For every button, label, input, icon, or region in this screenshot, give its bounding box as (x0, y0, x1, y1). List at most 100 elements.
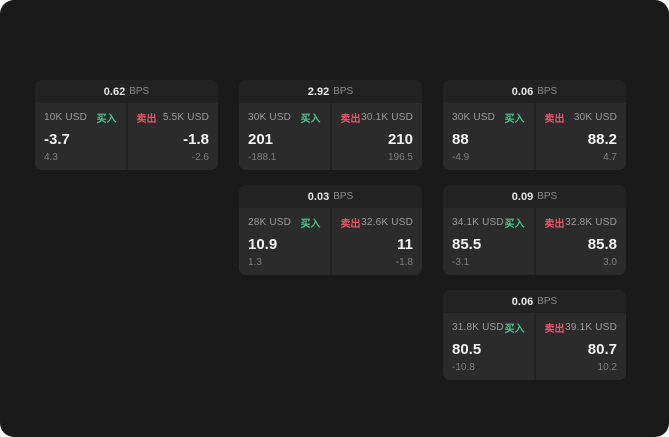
sell-price: 88.2 (587, 130, 617, 148)
quote-card-3: 0.03 BPS 28K USD 买入 10.9 1.3 卖出 32.6K US… (239, 185, 422, 275)
sell-panel[interactable]: 卖出 5.5K USD -1.8 -2.6 (127, 103, 218, 170)
buy-price: 10.9 (248, 235, 278, 253)
sell-delta: -1.8 (395, 257, 413, 268)
quote-card-2: 0.06 BPS 30K USD 买入 88 -4.9 卖出 30K USD (443, 80, 626, 170)
buy-size: 30K USD (452, 112, 496, 123)
sell-panel-top: 卖出 30.1K USD (341, 110, 414, 125)
bps-value: 0.06 (511, 85, 534, 98)
buy-panel-top: 31.8K USD 买入 (452, 320, 525, 335)
buy-size: 31.8K USD (452, 322, 504, 333)
sell-size: 30K USD (573, 112, 617, 123)
buy-panel-top: 30K USD 买入 (452, 110, 525, 125)
bps-unit-label: BPS (537, 191, 558, 202)
buy-price: 80.5 (452, 340, 482, 358)
sell-price: 11 (397, 235, 413, 253)
buy-tag: 买入 (504, 324, 525, 335)
sell-tag: 卖出 (544, 324, 565, 335)
sell-size: 30.1K USD (361, 112, 413, 123)
buy-delta: -3.1 (452, 257, 470, 268)
sell-panel[interactable]: 卖出 32.8K USD 85.8 3.0 (535, 208, 626, 275)
bps-value: 0.09 (511, 190, 534, 203)
sell-price: -1.8 (183, 130, 209, 148)
sell-panel-top: 卖出 32.6K USD (341, 215, 414, 230)
buy-panel[interactable]: 34.1K USD 买入 85.5 -3.1 (443, 208, 534, 275)
sell-tag: 卖出 (544, 219, 565, 230)
buy-tag: 买入 (504, 114, 525, 125)
sell-price: 85.8 (587, 235, 617, 253)
bps-unit-label: BPS (537, 86, 558, 97)
sell-panel[interactable]: 卖出 30.1K USD 210 196.5 (331, 103, 422, 170)
sell-size: 39.1K USD (565, 322, 617, 333)
card-body: 28K USD 买入 10.9 1.3 卖出 32.6K USD 11 -1.8 (239, 208, 422, 275)
buy-price: -3.7 (44, 130, 70, 148)
buy-size: 28K USD (248, 217, 292, 228)
bps-unit-label: BPS (333, 191, 354, 202)
sell-panel-top: 卖出 39.1K USD (545, 320, 618, 335)
sell-size: 5.5K USD (162, 112, 209, 123)
buy-panel-top: 30K USD 买入 (248, 110, 321, 125)
sell-panel-top: 卖出 5.5K USD (137, 110, 210, 125)
buy-delta: -188.1 (248, 152, 277, 163)
buy-delta: 4.3 (44, 152, 58, 163)
buy-delta: -10.8 (452, 362, 475, 373)
buy-tag: 买入 (96, 114, 117, 125)
buy-panel[interactable]: 10K USD 买入 -3.7 4.3 (35, 103, 126, 170)
buy-price: 201 (248, 130, 274, 148)
sell-size: 32.8K USD (565, 217, 617, 228)
buy-price: 85.5 (452, 235, 482, 253)
sell-panel[interactable]: 卖出 39.1K USD 80.7 10.2 (535, 313, 626, 380)
buy-panel[interactable]: 30K USD 买入 88 -4.9 (443, 103, 534, 170)
bps-value: 2.92 (307, 85, 330, 98)
buy-tag: 买入 (504, 219, 525, 230)
sell-panel[interactable]: 卖出 32.6K USD 11 -1.8 (331, 208, 422, 275)
buy-tag: 买入 (300, 219, 321, 230)
buy-delta: -4.9 (452, 152, 470, 163)
sell-tag: 卖出 (340, 114, 361, 125)
sell-tag: 卖出 (544, 114, 565, 125)
buy-delta: 1.3 (248, 257, 262, 268)
sell-delta: -2.6 (191, 152, 209, 163)
sell-price: 80.7 (587, 340, 617, 358)
buy-size: 10K USD (44, 112, 88, 123)
buy-panel-top: 10K USD 买入 (44, 110, 117, 125)
quote-card-grid: 0.62 BPS 10K USD 买入 -3.7 4.3 卖出 5.5K USD (35, 80, 626, 380)
card-header: 0.03 BPS (239, 185, 422, 208)
buy-tag: 买入 (300, 114, 321, 125)
card-body: 30K USD 买入 201 -188.1 卖出 30.1K USD 210 1… (239, 103, 422, 170)
buy-price: 88 (452, 130, 469, 148)
sell-price: 210 (387, 130, 413, 148)
sell-delta: 3.0 (603, 257, 617, 268)
sell-panel-top: 卖出 30K USD (545, 110, 618, 125)
buy-panel[interactable]: 28K USD 买入 10.9 1.3 (239, 208, 330, 275)
sell-tag: 卖出 (340, 219, 361, 230)
bps-value: 0.62 (103, 85, 126, 98)
bps-unit-label: BPS (333, 86, 354, 97)
quote-card-0: 0.62 BPS 10K USD 买入 -3.7 4.3 卖出 5.5K USD (35, 80, 218, 170)
sell-tag: 卖出 (136, 114, 157, 125)
buy-size: 34.1K USD (452, 217, 504, 228)
sell-size: 32.6K USD (361, 217, 413, 228)
quote-card-5: 0.06 BPS 31.8K USD 买入 80.5 -10.8 卖出 39.1… (443, 290, 626, 380)
sell-panel[interactable]: 卖出 30K USD 88.2 4.7 (535, 103, 626, 170)
buy-panel-top: 34.1K USD 买入 (452, 215, 525, 230)
quote-card-1: 2.92 BPS 30K USD 买入 201 -188.1 卖出 30.1K … (239, 80, 422, 170)
bps-unit-label: BPS (129, 86, 150, 97)
card-header: 0.09 BPS (443, 185, 626, 208)
card-header: 0.62 BPS (35, 80, 218, 103)
sell-delta: 10.2 (597, 362, 617, 373)
bps-value: 0.03 (307, 190, 330, 203)
buy-size: 30K USD (248, 112, 292, 123)
sell-delta: 4.7 (603, 152, 617, 163)
buy-panel[interactable]: 30K USD 买入 201 -188.1 (239, 103, 330, 170)
sell-delta: 196.5 (387, 152, 413, 163)
card-header: 0.06 BPS (443, 80, 626, 103)
card-header: 0.06 BPS (443, 290, 626, 313)
bps-unit-label: BPS (537, 296, 558, 307)
card-body: 31.8K USD 买入 80.5 -10.8 卖出 39.1K USD 80.… (443, 313, 626, 380)
card-body: 30K USD 买入 88 -4.9 卖出 30K USD 88.2 4.7 (443, 103, 626, 170)
quote-card-4: 0.09 BPS 34.1K USD 买入 85.5 -3.1 卖出 32.8K… (443, 185, 626, 275)
card-header: 2.92 BPS (239, 80, 422, 103)
card-body: 34.1K USD 买入 85.5 -3.1 卖出 32.8K USD 85.8… (443, 208, 626, 275)
buy-panel[interactable]: 31.8K USD 买入 80.5 -10.8 (443, 313, 534, 380)
